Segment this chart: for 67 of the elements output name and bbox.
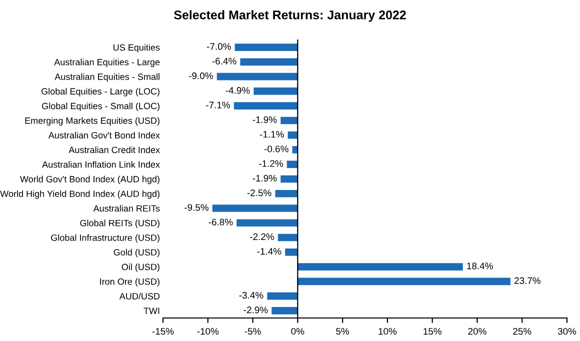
data-label: -1.9% [252,174,277,182]
bar [236,219,298,227]
bar [298,278,510,286]
data-label: -9.5% [184,204,208,211]
chart-title: Selected Market Returns: January 2022 [174,10,406,22]
y-tick-label: AUD/USD [119,292,160,300]
data-label: -2.5% [247,189,272,196]
bar [286,160,298,168]
y-tick-label: Australian Gov't Bond Index [48,132,160,138]
data-label: -0.6% [264,146,288,152]
x-tick-label: 15% [424,328,442,335]
y-tick-label: Oil (USD) [122,264,160,272]
data-label: -4.9% [226,87,250,94]
bar [254,88,298,95]
data-label: -7.0% [206,43,231,50]
data-label: -6.4% [212,58,236,64]
bar [234,44,298,51]
bar [234,102,298,110]
data-label: 23.7% [514,277,540,284]
data-label: -1.1% [260,130,284,138]
y-tick-label: Australian Equities - Small [54,73,160,82]
data-label: -2.2% [250,233,274,240]
bar [285,248,298,256]
data-label: -7.1% [206,102,230,108]
bar [288,131,298,139]
x-tick-label: 10% [378,328,397,335]
y-tick-label: Australian REITs [93,204,160,212]
y-tick-label: Iron Ore (USD) [100,278,160,287]
y-tick-label: Emerging Markets Equities (USD) [25,117,160,126]
y-tick-label: World High Yield Bond Index (AUD hgd) [0,190,160,199]
y-tick-label: Gold (USD) [114,248,160,258]
x-tick-label: 20% [468,328,486,335]
data-label: -3.4% [239,292,264,299]
bar [240,58,298,66]
x-tick-label: 0% [291,328,304,335]
bar [212,204,298,212]
y-tick-label: Global REITs (USD) [80,220,160,228]
y-tick-label: Australian Equities - Large [54,58,160,68]
data-label: 18.4% [467,262,493,270]
bar [298,263,463,270]
y-tick-label: Australian Credit Index [68,146,160,154]
y-tick-label: World Gov't Bond Index (AUD hgd) [20,176,160,184]
x-tick-label: 25% [513,328,532,335]
x-tick-label: -15% [152,328,174,335]
y-tick-label: US Equities [114,44,160,52]
bar [216,72,298,80]
data-label: -1.2% [259,160,283,167]
data-label: -6.8% [208,218,233,226]
y-tick-label: Global Equities - Large (LOC) [42,88,160,96]
data-label: -1.9% [252,116,277,124]
data-label: -1.4% [257,248,282,255]
bar [278,234,298,242]
y-tick-label: Global Infrastructure (USD) [51,234,160,243]
x-tick-label: -5% [244,328,261,335]
x-tick-label: 30% [558,328,576,335]
y-tick-label: TWI [144,308,160,314]
x-tick-label: 5% [336,328,350,335]
y-tick-label: Global Equities - Small (LOC) [42,102,160,111]
bar [280,175,298,183]
y-tick-label: Australian Inflation Link Index [42,161,160,168]
x-tick-label: -10% [197,328,219,335]
data-label: -2.9% [244,306,268,314]
bar [267,292,298,300]
bar [272,307,298,314]
bar [275,190,298,198]
bar [280,116,298,124]
data-label: -9.0% [189,72,213,80]
